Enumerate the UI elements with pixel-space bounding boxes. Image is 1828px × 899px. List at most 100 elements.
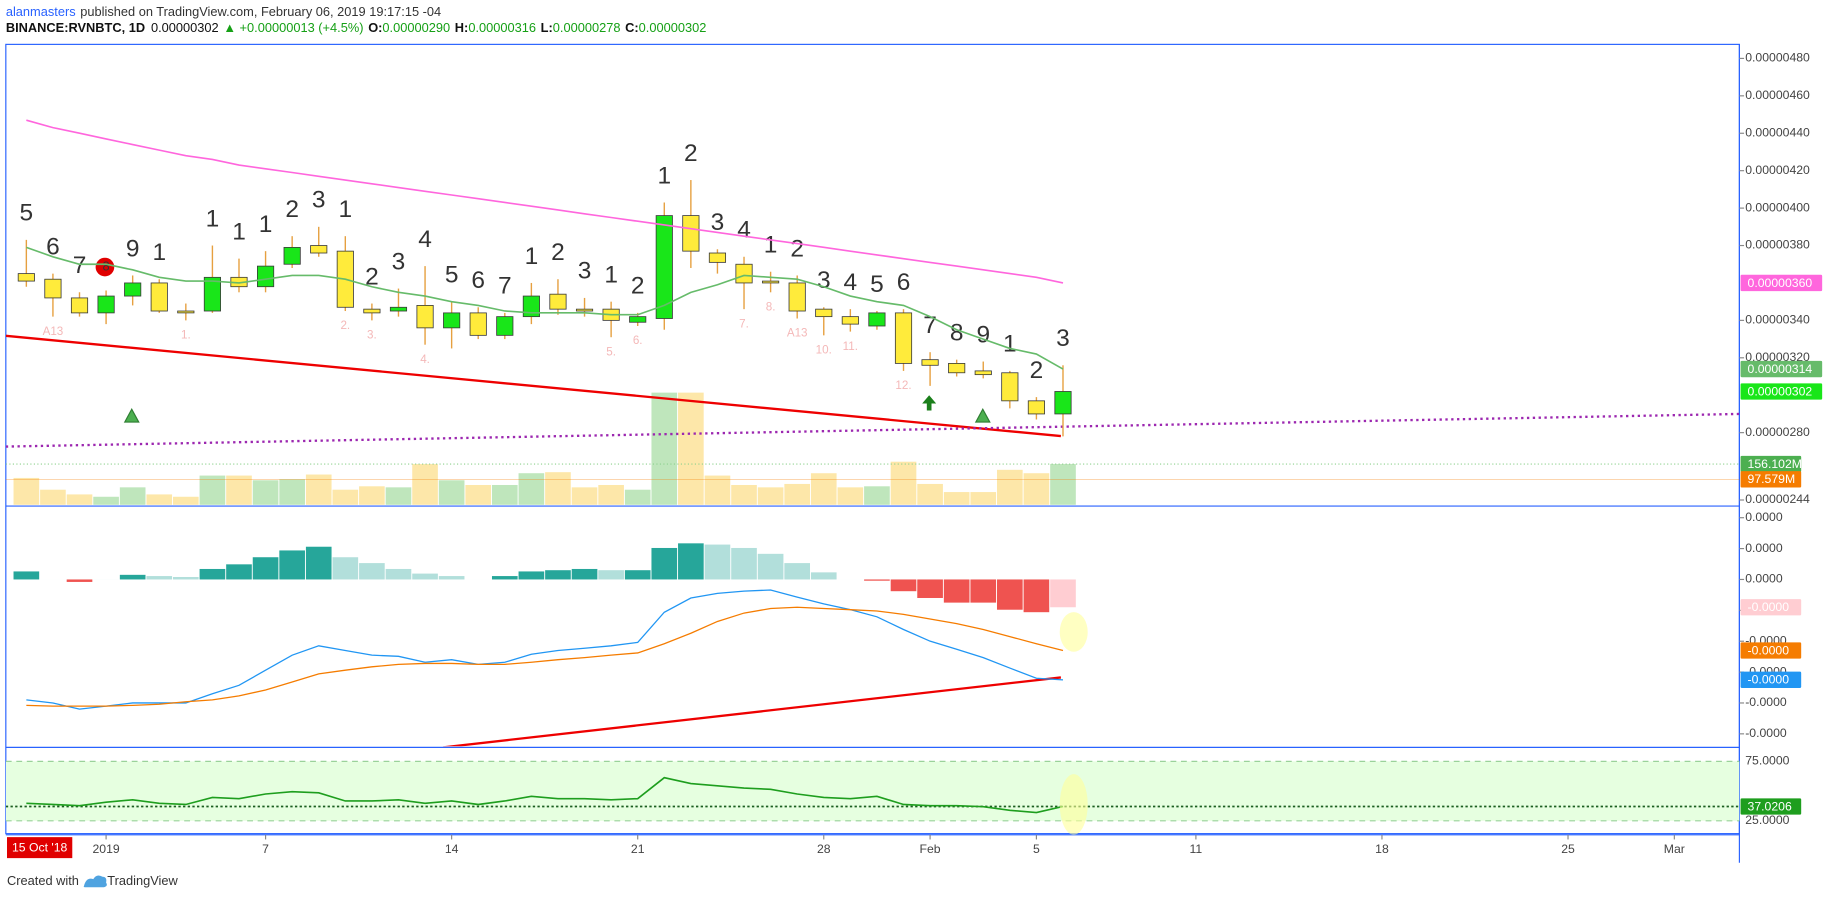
rsi-band [5,761,1740,821]
histogram-bar [651,547,678,580]
histogram-bar [1050,579,1076,608]
candle-body [1054,391,1072,415]
value-badge-label: -0.0000 [1748,673,1790,687]
author[interactable]: alanmasters [6,4,76,19]
last: 0.00000302 [151,21,219,36]
moving-average [26,119,1064,284]
x-tick-label: 28 [817,842,831,856]
x-tick-label: 25 [1561,842,1575,856]
x-tick-label: Feb [920,842,941,856]
frame [5,43,1740,835]
histogram-bar [571,568,598,580]
y-tick-label: 0.00000340 [1745,313,1810,327]
volume-bar [837,487,864,505]
y-tick-label: 0.00000440 [1745,125,1810,139]
candle-body [762,280,780,284]
setup-count: 6 [471,267,485,294]
candle-body [549,293,567,310]
volume-bar [651,392,678,505]
volume-bar [412,464,438,505]
value-badge-label: 97.579M [1748,472,1796,486]
y-tick-label: 0.00000380 [1745,238,1810,252]
logo [83,875,107,888]
y-tick-label: 0.0000 [1745,572,1783,586]
histogram-bar [332,557,359,580]
volume-bar [465,484,492,505]
drawings [5,257,1740,465]
histogram-bar [13,571,40,580]
value-badge-label: 37.0206 [1748,799,1792,813]
candle-body [469,312,487,336]
y-tick-label: 0.00000420 [1745,163,1810,177]
setup-count: 3 [578,258,592,285]
countdown-label: 1. [181,329,191,342]
setup-count: 3 [312,187,326,214]
countdown-label: 6. [633,334,643,347]
volume-bar [997,469,1023,505]
volume-bar [917,483,943,505]
histogram-bar [997,579,1023,610]
histogram-bar [66,579,93,582]
setup-count: 1 [525,243,539,270]
y-tick-label: 0.00000280 [1745,425,1810,439]
histogram-bar [757,553,784,580]
o: 0.00000290 [382,21,450,36]
trendline [5,334,1062,438]
countdown-label: 7. [739,317,749,330]
symbol: BINANCE:RVNBTC, 1D [6,21,145,36]
volume-bar [359,486,385,505]
histogram-bar [890,579,917,592]
y-tick-label: 0.0000 [1745,510,1783,524]
countdown-label: 12. [895,379,911,392]
histogram-bar [784,563,811,580]
setup-count: 5 [445,261,459,288]
setup-count: 1 [764,232,778,259]
setup-count: 3 [711,209,725,236]
axes: 0.00000480 0.00000460 0.00000440 0.00000420… [6,51,1823,859]
y-tick-label: 25.0000 [1745,813,1789,827]
histogram-bar [491,576,518,580]
volume-bar [678,392,704,505]
setup-count: 7 [73,252,87,279]
volume-bar [1050,464,1076,505]
volume-bar [624,489,651,505]
volume-bar [810,473,837,505]
candle-body [283,246,301,265]
setup-count: 3 [392,248,406,275]
volume-bar [731,484,757,505]
highlight [1059,774,1088,835]
value-badge-label: 156.102M [1748,457,1802,471]
histogram-bar [943,579,970,603]
footer-created: Created with [7,873,79,888]
cursor-label: 15 Oct '18 [12,840,68,854]
x-tick-label: 11 [1190,842,1203,856]
x-tick-label: 14 [445,842,459,856]
candle-body [655,215,673,319]
candle-body [203,276,221,312]
h: 0.00000316 [468,21,536,36]
y-tick-label: -0.0000 [1745,726,1787,740]
countdown-label: 8. [766,301,776,314]
setup-count: 1 [339,196,353,223]
setup-count: 1 [259,211,273,238]
rsi-layer [5,760,1740,822]
footer-brand[interactable]: TradingView [107,873,178,888]
candle-body [868,312,886,327]
moving-average [26,246,1064,370]
histogram-bar [598,570,624,580]
candle-body [1001,372,1019,402]
setup-count: 6 [46,233,60,260]
value-badge [1740,671,1802,688]
y-tick-label: 0.0000 [1745,541,1783,555]
highlight [1059,612,1088,652]
setup-count: 2 [551,239,565,266]
volume-bar [890,461,917,505]
candle-body [363,308,381,314]
y-tick-label: 0.00000244 [1745,492,1810,506]
setup-count: 2 [631,273,645,300]
setup-count: 1 [604,261,618,288]
volume-bar [545,472,571,505]
candle-body [841,316,859,325]
